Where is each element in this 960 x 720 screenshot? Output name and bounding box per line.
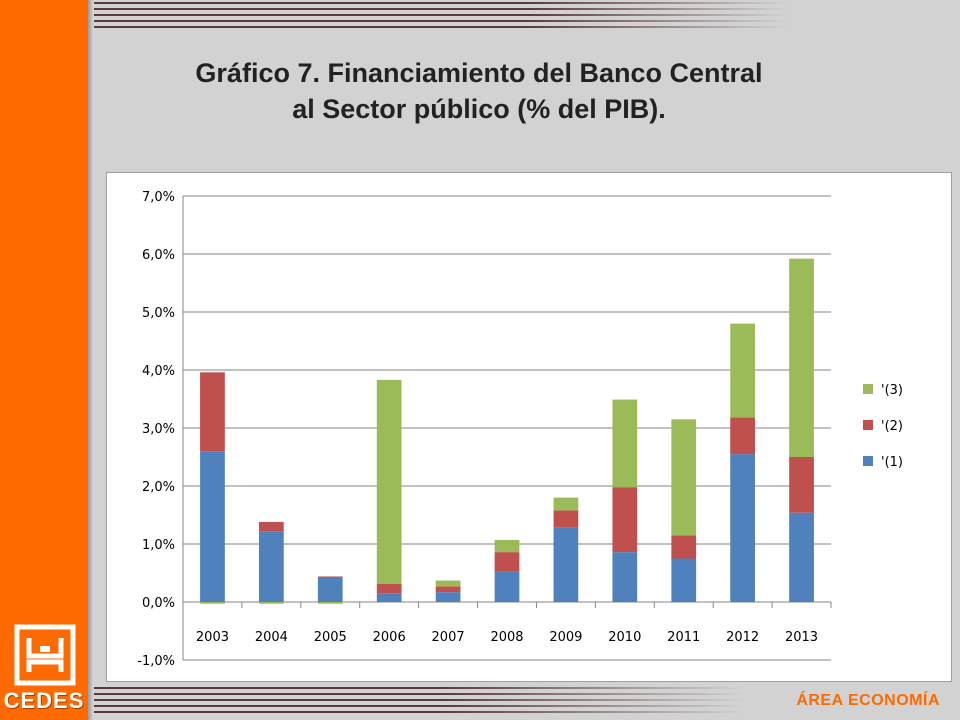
bar-segment bbox=[494, 552, 520, 572]
bottom-decorative-stripes bbox=[94, 687, 960, 713]
bar-segment bbox=[258, 521, 284, 532]
bar-segment bbox=[789, 457, 814, 513]
bar-segment bbox=[376, 593, 402, 602]
bar-segment bbox=[789, 512, 814, 602]
x-tick-label: 2009 bbox=[549, 630, 582, 645]
y-tick-label: 6,0% bbox=[142, 248, 175, 263]
cedes-logo-icon bbox=[14, 624, 76, 686]
bar-segment bbox=[730, 323, 756, 418]
legend-label: '(2) bbox=[881, 419, 903, 434]
x-tick-label: 2007 bbox=[432, 630, 465, 645]
sidebar-strip bbox=[0, 0, 88, 720]
top-decorative-stripes bbox=[94, 2, 960, 32]
bar-segment bbox=[612, 487, 638, 553]
title-line-1: Gráfico 7. Financiamiento del Banco Cent… bbox=[195, 58, 763, 88]
x-tick-label: 2011 bbox=[667, 630, 700, 645]
legend-label: '(1) bbox=[881, 455, 903, 470]
y-tick-label: 4,0% bbox=[142, 364, 175, 379]
bar-segment bbox=[258, 602, 284, 604]
y-tick-label: 5,0% bbox=[142, 306, 175, 321]
x-tick-label: 2004 bbox=[255, 630, 288, 645]
logo-text: CEDES bbox=[3, 688, 85, 713]
bar-segment bbox=[435, 592, 461, 602]
bar-segment bbox=[200, 602, 225, 604]
bar-segment bbox=[671, 558, 697, 602]
bar-segment bbox=[730, 454, 756, 602]
bar-segment bbox=[258, 531, 284, 602]
bar-segment bbox=[671, 535, 697, 559]
bar-segment bbox=[376, 584, 402, 594]
legend-label: '(3) bbox=[881, 383, 903, 398]
bar-segment bbox=[494, 539, 520, 553]
y-tick-label: 3,0% bbox=[142, 422, 175, 437]
bar-segment bbox=[435, 586, 461, 593]
bar-segment bbox=[553, 510, 579, 528]
x-tick-label: 2008 bbox=[490, 630, 523, 645]
sidebar-shadow bbox=[88, 0, 94, 720]
x-tick-label: 2012 bbox=[726, 630, 759, 645]
bar-segment bbox=[376, 379, 402, 585]
page-title: Gráfico 7. Financiamiento del Banco Cent… bbox=[94, 55, 864, 127]
legend-swatch bbox=[863, 420, 873, 430]
x-tick-label: 2006 bbox=[373, 630, 406, 645]
legend-swatch bbox=[863, 456, 873, 466]
legend-swatch bbox=[863, 384, 873, 394]
y-tick-label: 0,0% bbox=[142, 596, 175, 611]
stacked-bar-chart: -1,0% 0,0% 1,0% 2,0% 3,0% 4,0% 5,0% 6,0% 7,0% 200… bbox=[137, 190, 903, 669]
y-tick-label: -1,0% bbox=[137, 654, 175, 669]
x-tick-label: 2005 bbox=[314, 630, 347, 645]
bar-segment bbox=[730, 417, 756, 455]
x-tick-label: 2003 bbox=[196, 630, 229, 645]
y-tick-label: 7,0% bbox=[142, 190, 175, 205]
x-tick-label: 2013 bbox=[785, 630, 818, 645]
bar-segment bbox=[200, 451, 225, 602]
bar-segment bbox=[435, 580, 461, 587]
bar-segment bbox=[553, 497, 579, 511]
bar-segment bbox=[317, 576, 343, 602]
bar-segment bbox=[612, 552, 638, 602]
bar-segment bbox=[317, 576, 343, 577]
title-line-2: al Sector público (% del PIB). bbox=[292, 94, 666, 124]
y-tick-label: 2,0% bbox=[142, 480, 175, 495]
y-tick-label: 1,0% bbox=[142, 538, 175, 553]
area-label: ÁREA ECONOMÍA bbox=[796, 692, 940, 709]
chart-container: -1,0% 0,0% 1,0% 2,0% 3,0% 4,0% 5,0% 6,0% 7,0% 200… bbox=[106, 172, 952, 682]
bar-segment bbox=[494, 571, 520, 602]
bar-segment bbox=[553, 527, 579, 602]
bar-segment bbox=[612, 399, 638, 488]
bar-segment bbox=[671, 419, 697, 536]
bar-segment bbox=[789, 258, 814, 457]
x-tick-label: 2010 bbox=[608, 630, 641, 645]
bar-segment bbox=[200, 372, 225, 452]
bar-segment bbox=[317, 602, 343, 604]
